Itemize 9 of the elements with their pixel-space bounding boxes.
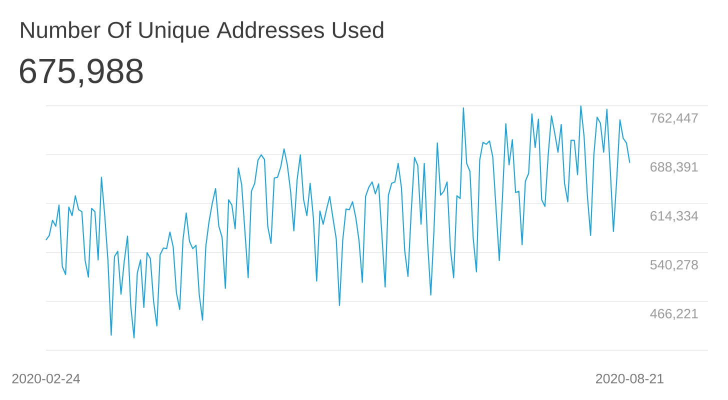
chart-title: Number Of Unique Addresses Used [21, 21, 384, 43]
y-tick-label: 688,391 [650, 162, 698, 174]
chart-subtitle: 675,988 [20, 58, 143, 88]
x-tick-label: 2020-08-21 [596, 374, 664, 384]
y-tick-label: 466,221 [650, 308, 698, 320]
x-tick-label: 2020-02-24 [12, 374, 80, 384]
y-tick-label: 762,447 [650, 113, 698, 124]
y-tick-label: 540,278 [650, 260, 698, 272]
y-tick-label: 614,334 [650, 211, 698, 222]
